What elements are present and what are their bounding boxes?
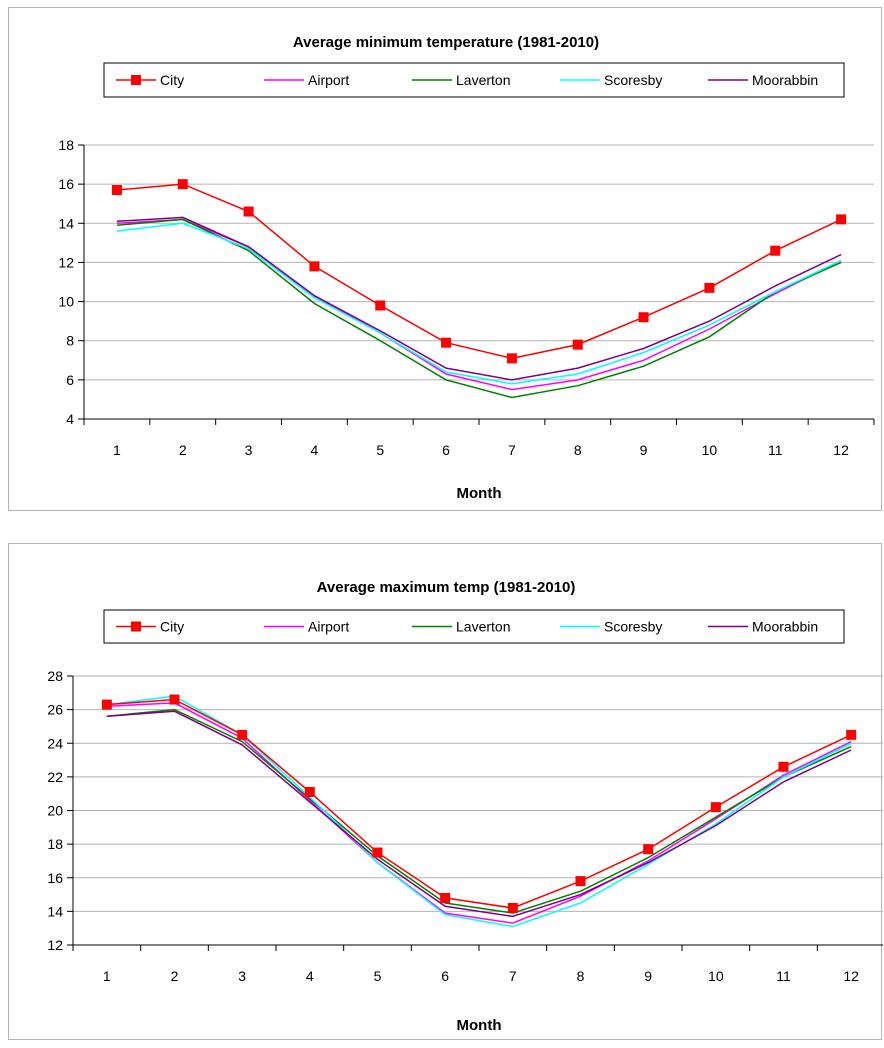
max-temp-y-tick-label: 14	[47, 903, 63, 919]
max-temp-legend-label-city: City	[160, 619, 184, 635]
max-temp-x-tick-label: 1	[103, 968, 111, 984]
max-temp-y-tick-label: 22	[47, 769, 63, 785]
max-temp-legend-marker-city	[131, 621, 141, 632]
max-temp-legend-label-airport: Airport	[308, 619, 349, 635]
min-temp-chart-title: Average minimum temperature (1981-2010)	[293, 34, 599, 51]
max-temp-y-tick-label: 24	[47, 735, 63, 751]
min-temp-y-tick-label: 10	[58, 294, 74, 310]
max-temp-x-tick-label: 9	[644, 968, 652, 984]
min-temp-x-tick-label: 12	[833, 442, 849, 458]
min-temp-x-tick-label: 2	[179, 442, 187, 458]
min-temp-point-city	[111, 185, 122, 196]
max-temp-legend-label-scoresby: Scoresby	[604, 619, 662, 635]
max-temp-x-tick-label: 8	[577, 968, 585, 984]
min-temp-series-line-city	[116, 183, 842, 360]
min-temp-y-tick-label: 4	[66, 411, 74, 427]
max-temp-x-tick-label: 6	[441, 968, 449, 984]
max-temp-x-tick-label: 10	[708, 968, 724, 984]
min-temp-point-city	[638, 312, 649, 323]
max-temp-point-city	[237, 729, 248, 740]
max-temp-x-tick-label: 12	[843, 968, 859, 984]
min-temp-x-tick-label: 9	[640, 442, 648, 458]
max-temp-x-tick-label: 4	[306, 968, 314, 984]
max-temp-x-tick-label: 5	[374, 968, 382, 984]
max-temp-point-city	[440, 892, 451, 903]
max-temp-series-line-airport	[106, 702, 852, 924]
max-temp-x-tick-label: 11	[776, 968, 791, 984]
min-temp-x-tick-label: 10	[702, 442, 718, 458]
min-temp-legend-label-scoresby: Scoresby	[604, 72, 662, 88]
min-temp-point-city	[506, 353, 517, 364]
max-temp-x-tick-label: 3	[238, 968, 246, 984]
min-temp-point-city	[441, 337, 452, 348]
min-temp-legend-label-city: City	[160, 72, 184, 88]
max-temp-point-city	[846, 729, 857, 740]
min-temp-point-city	[375, 300, 386, 311]
max-temp-legend-label-laverton: Laverton	[456, 619, 510, 635]
min-temp-x-tick-label: 11	[768, 442, 783, 458]
min-temp-x-axis-label: Month	[457, 485, 502, 502]
max-temp-point-city	[169, 694, 180, 705]
max-temp-y-tick-label: 16	[47, 870, 63, 886]
min-temp-series-line-scoresby	[116, 222, 842, 385]
max-temp-chart-frame: Average maximum temp (1981-2010) City Airp…	[8, 543, 883, 1040]
min-temp-legend-label-moorabbin: Moorabbin	[752, 72, 818, 88]
max-temp-y-tick-label: 18	[47, 836, 63, 852]
min-temp-y-tick-label: 8	[66, 333, 74, 349]
max-temp-point-city	[643, 844, 654, 855]
min-temp-point-city	[243, 206, 254, 217]
min-temp-x-tick-label: 1	[113, 442, 121, 458]
max-temp-point-city	[507, 903, 518, 914]
max-temp-x-axis-label: Month	[457, 1017, 502, 1034]
min-temp-x-tick-label: 3	[245, 442, 253, 458]
min-temp-point-city	[770, 245, 781, 256]
min-temp-point-city	[309, 261, 320, 272]
max-temp-y-tick-label: 26	[47, 702, 63, 718]
min-temp-series-line-laverton	[116, 218, 842, 399]
max-temp-chart: Average maximum temp (1981-2010) City Airp…	[47, 579, 883, 1034]
max-temp-point-city	[304, 787, 315, 798]
min-temp-y-tick-label: 16	[58, 176, 74, 192]
max-temp-series-line-moorabbin	[106, 710, 852, 918]
max-temp-point-city	[101, 699, 112, 710]
min-temp-series-line-moorabbin	[116, 216, 842, 381]
min-temp-point-city	[704, 282, 715, 293]
min-temp-point-city	[177, 179, 188, 190]
min-temp-y-tick-label: 6	[66, 372, 74, 388]
max-temp-legend-label-moorabbin: Moorabbin	[752, 619, 818, 635]
max-temp-point-city	[575, 876, 586, 887]
min-temp-legend-label-laverton: Laverton	[456, 72, 510, 88]
min-temp-x-tick-label: 7	[508, 442, 516, 458]
min-temp-series-line-airport	[116, 218, 842, 391]
min-temp-y-tick-label: 12	[58, 254, 74, 270]
min-temp-legend-marker-city	[131, 75, 141, 85]
max-temp-chart-title: Average maximum temp (1981-2010)	[317, 579, 576, 596]
max-temp-point-city	[372, 847, 383, 858]
max-temp-series-line-city	[106, 698, 852, 909]
max-temp-y-tick-label: 20	[47, 803, 63, 819]
min-temp-x-tick-label: 5	[376, 442, 384, 458]
max-temp-y-tick-label: 12	[47, 937, 63, 953]
min-temp-x-tick-label: 4	[311, 442, 319, 458]
max-temp-point-city	[778, 761, 789, 772]
min-temp-y-tick-label: 18	[58, 137, 74, 153]
min-temp-x-tick-label: 6	[442, 442, 450, 458]
min-temp-chart-frame: Average minimum temperature (1981-2010) C…	[8, 7, 882, 511]
max-temp-point-city	[710, 802, 721, 813]
max-temp-x-tick-label: 2	[171, 968, 179, 984]
min-temp-chart: Average minimum temperature (1981-2010) C…	[58, 34, 875, 502]
min-temp-y-tick-label: 14	[58, 215, 74, 231]
min-temp-x-tick-label: 8	[574, 442, 582, 458]
max-temp-series-line-laverton	[106, 708, 852, 914]
max-temp-x-tick-label: 7	[509, 968, 517, 984]
min-temp-legend-label-airport: Airport	[308, 72, 349, 88]
min-temp-point-city	[572, 339, 583, 350]
max-temp-y-tick-label: 28	[47, 668, 63, 684]
min-temp-point-city	[836, 214, 847, 225]
